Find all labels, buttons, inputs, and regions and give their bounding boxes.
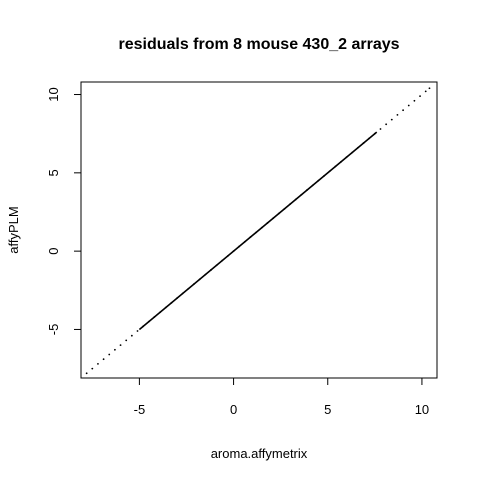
data-point <box>114 348 116 351</box>
data-point <box>91 367 94 370</box>
x-tick-label: 5 <box>324 402 331 417</box>
data-point <box>379 128 382 130</box>
data-point <box>130 334 133 337</box>
y-tick-label: 5 <box>46 169 61 176</box>
points-layer <box>85 87 431 375</box>
y-axis-label: affyPLM <box>6 206 21 253</box>
y-tick-label: 10 <box>46 87 61 101</box>
y-tick-label: -5 <box>46 324 61 336</box>
data-point <box>428 87 431 90</box>
data-point <box>407 104 410 107</box>
dense-point-band <box>138 131 378 331</box>
x-axis-label: aroma.affymetrix <box>211 446 308 461</box>
chart-title: residuals from 8 mouse 430_2 arrays <box>118 36 399 53</box>
data-point <box>119 344 122 347</box>
data-point <box>390 118 393 121</box>
x-tick-label: -5 <box>134 402 146 417</box>
data-point <box>102 358 105 361</box>
x-tick-label: 0 <box>230 402 237 417</box>
data-point <box>385 123 388 126</box>
data-point <box>97 363 99 365</box>
x-tick-label: 10 <box>415 402 429 417</box>
data-point <box>125 339 128 342</box>
data-point <box>396 113 399 116</box>
x-axis: -5 0 5 10 <box>134 378 429 417</box>
data-point <box>108 353 111 356</box>
plot-frame <box>80 81 438 379</box>
data-point <box>136 330 139 332</box>
data-point <box>419 95 421 97</box>
data-point <box>413 99 416 102</box>
y-tick-label: 0 <box>46 248 61 255</box>
data-point <box>85 372 88 375</box>
data-point <box>424 90 427 93</box>
y-axis: -5 0 5 10 <box>46 87 81 335</box>
data-point <box>402 109 404 112</box>
